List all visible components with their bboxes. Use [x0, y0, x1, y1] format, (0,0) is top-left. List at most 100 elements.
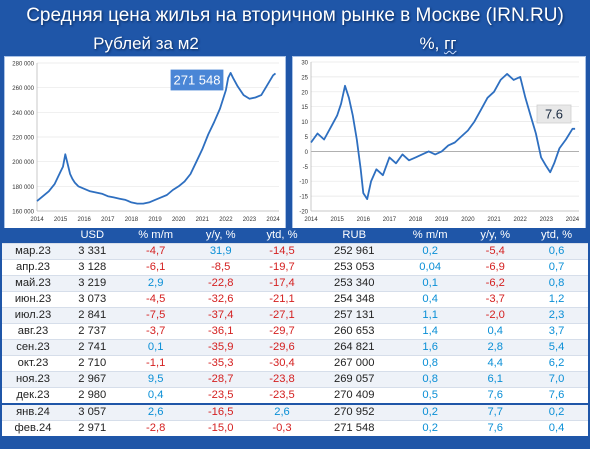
- cell-month: окт.23: [2, 355, 64, 372]
- cell-rub-ytd: 7,0: [525, 371, 588, 388]
- column-header: y/y, %: [465, 228, 526, 244]
- cell-rub-ytd: 2,3: [525, 307, 588, 324]
- cell-usd-ytd: -19,7: [250, 259, 314, 276]
- cell-rub-yy: 7,6: [465, 420, 526, 436]
- y-tick-label: 15: [301, 105, 308, 111]
- cell-usd-ytd: -30,4: [250, 355, 314, 372]
- cell-month: июн.23: [2, 291, 64, 308]
- price-table: USD% m/m y/y, % ytd, % RUB% m/m y/y, % ytd, %…: [2, 228, 588, 436]
- table-row: окт.23 2 710 -1,1 -35,3 -30,4 267 000 0,8 4,4 6,…: [2, 355, 588, 372]
- cell-usd-mm: -6,1: [120, 259, 191, 276]
- cell-rub-mm: 1,4: [395, 323, 466, 340]
- cell-usd-mm: -3,7: [120, 323, 191, 340]
- cell-month: апр.23: [2, 259, 64, 276]
- column-header: ytd, %: [250, 228, 314, 244]
- cell-rub-mm: 0,2: [395, 403, 466, 421]
- cell-rub-ytd: 5,4: [525, 339, 588, 356]
- cell-usd: 2 971: [64, 420, 121, 436]
- cell-month: сен.23: [2, 339, 64, 356]
- cell-usd: 2 737: [64, 323, 121, 340]
- x-tick-label: 2017: [101, 217, 115, 223]
- cell-rub-yy: 0,4: [465, 323, 526, 340]
- cell-month: янв.24: [2, 403, 64, 421]
- cell-rub-ytd: 0,6: [525, 243, 588, 260]
- x-tick-label: 2024: [266, 217, 280, 223]
- column-header: USD: [64, 228, 121, 244]
- x-tick-label: 2014: [30, 217, 44, 223]
- table-row: дек.23 2 980 0,4 -23,5 -23,5 270 409 0,5 7,6 7,6: [2, 387, 588, 404]
- cell-usd-yy: -8,5: [190, 259, 251, 276]
- cell-rub-yy: 7,7: [465, 403, 526, 421]
- cell-usd-mm: 9,5: [120, 371, 191, 388]
- cell-rub-yy: 6,1: [465, 371, 526, 388]
- cell-rub: 267 000: [313, 355, 396, 372]
- cell-usd-ytd: -17,4: [250, 275, 314, 292]
- column-header: % m/m: [120, 228, 191, 244]
- cell-usd-yy: -15,0: [190, 420, 251, 436]
- cell-usd-mm: 2,6: [120, 403, 191, 421]
- cell-usd-ytd: -27,1: [250, 307, 314, 324]
- cell-usd-ytd: 2,6: [250, 403, 314, 421]
- x-tick-label: 2023: [540, 217, 554, 223]
- cell-month: авг.23: [2, 323, 64, 340]
- cell-rub-yy: -5,4: [465, 243, 526, 260]
- y-tick-label: 160 000: [12, 210, 34, 216]
- price-chart-panel: 160 000 180 000 200 000 220 000 240 000 260 0…: [4, 56, 286, 229]
- y-tick-label: 180 000: [12, 185, 34, 191]
- y-tick-label: 0: [305, 150, 309, 156]
- cell-rub-ytd: 0,8: [525, 275, 588, 292]
- cell-usd-yy: -23,5: [190, 387, 251, 404]
- column-header: ytd, %: [525, 228, 588, 244]
- y-tick-label: -20: [299, 210, 308, 216]
- y-tick-label: -10: [299, 180, 308, 186]
- x-tick-label: 2016: [357, 217, 371, 223]
- x-tick-label: 2023: [243, 217, 257, 223]
- x-tick-label: 2020: [461, 217, 475, 223]
- cell-usd-ytd: -23,8: [250, 371, 314, 388]
- cell-rub: 253 340: [313, 275, 396, 292]
- cell-rub: 269 057: [313, 371, 396, 388]
- x-tick-label: 2019: [435, 217, 449, 223]
- cell-month: ноя.23: [2, 371, 64, 388]
- cell-usd-yy: -32,6: [190, 291, 251, 308]
- column-header: [2, 228, 64, 244]
- cell-usd-yy: -37,4: [190, 307, 251, 324]
- cell-usd: 2 710: [64, 355, 121, 372]
- cell-month: июл.23: [2, 307, 64, 324]
- x-tick-label: 2021: [487, 217, 501, 223]
- cell-usd-yy: -35,9: [190, 339, 251, 356]
- table-row: янв.24 3 057 2,6 -16,5 2,6 270 952 0,2 7,7 0,2: [2, 403, 588, 421]
- cell-rub: 270 409: [313, 387, 396, 404]
- cell-usd-yy: 31,9: [190, 243, 251, 260]
- cell-rub-yy: 7,6: [465, 387, 526, 404]
- y-tick-label: 10: [301, 120, 308, 126]
- cell-rub: 257 131: [313, 307, 396, 324]
- right-chart-subtitle-unit: гг: [444, 34, 457, 53]
- right-chart-subtitle-main: %,: [419, 34, 445, 53]
- cell-rub: 252 961: [313, 243, 396, 260]
- x-tick-label: 2017: [383, 217, 397, 223]
- column-header: % m/m: [395, 228, 466, 244]
- cell-usd: 3 057: [64, 403, 121, 421]
- cell-usd: 2 741: [64, 339, 121, 356]
- cell-usd: 3 331: [64, 243, 121, 260]
- y-tick-label: 25: [301, 75, 308, 81]
- x-tick-label: 2015: [54, 217, 68, 223]
- y-tick-label: 200 000: [12, 160, 34, 166]
- cell-usd: 2 841: [64, 307, 121, 324]
- cell-rub-ytd: 0,2: [525, 403, 588, 421]
- cell-usd: 2 967: [64, 371, 121, 388]
- x-tick-label: 2024: [566, 217, 580, 223]
- x-tick-label: 2018: [409, 217, 423, 223]
- cell-month: фев.24: [2, 420, 64, 436]
- cell-rub-mm: 1,6: [395, 339, 466, 356]
- table-header: USD% m/m y/y, % ytd, % RUB% m/m y/y, % ytd, %: [2, 228, 588, 244]
- x-tick-label: 2014: [304, 217, 318, 223]
- left-chart-subtitle: Рублей за м2: [93, 34, 199, 53]
- right-chart-subtitle: %, гг: [294, 32, 582, 56]
- cell-usd: 3 219: [64, 275, 121, 292]
- y-tick-label: -5: [303, 165, 309, 171]
- table-row: май.23 3 219 2,9 -22,8 -17,4 253 340 0,1 -6,2 0,…: [2, 275, 588, 292]
- cell-rub-mm: 0,04: [395, 259, 466, 276]
- yoy-chart-panel: -20 -15 -10 -5 0 5 10 15 20 25 30 2014 2015 2016 2017 2…: [292, 56, 586, 229]
